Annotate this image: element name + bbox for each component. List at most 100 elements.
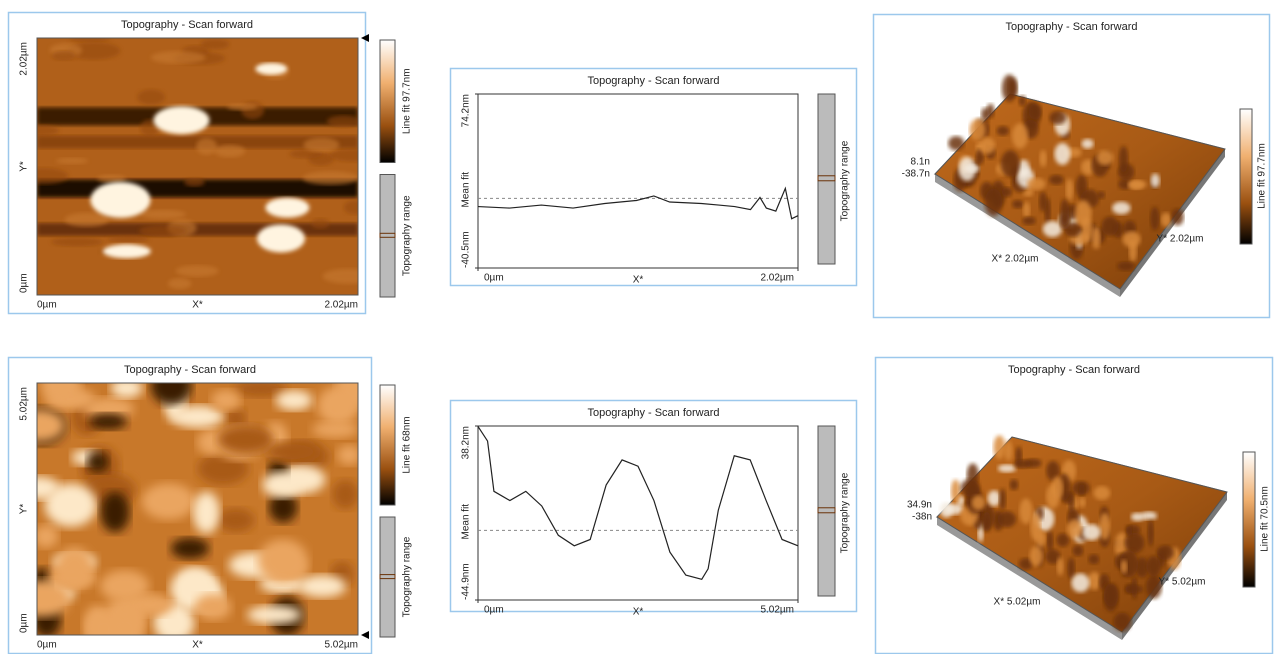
grain	[234, 383, 287, 398]
grain	[47, 567, 96, 588]
panel-title: Topography - Scan forward	[1005, 21, 1137, 33]
grain	[87, 611, 121, 635]
range-bar	[817, 425, 836, 597]
range-label: Topography range	[402, 195, 413, 276]
grain	[247, 605, 302, 625]
relief	[1171, 208, 1184, 226]
range-bar	[379, 516, 396, 638]
relief	[1017, 159, 1030, 179]
relief	[1000, 150, 1020, 178]
relief	[1060, 198, 1070, 226]
range-marker	[379, 574, 396, 580]
texture	[140, 209, 187, 219]
relief	[999, 488, 1007, 511]
relief	[1019, 498, 1033, 525]
relief	[1056, 557, 1064, 576]
texture	[175, 265, 219, 277]
x-tick-label: 2.02µm	[760, 273, 794, 284]
texture	[37, 124, 59, 137]
grain	[194, 594, 232, 621]
grain	[100, 570, 150, 602]
relief	[997, 511, 1017, 528]
x-tick-label: 0µm	[484, 605, 504, 616]
relief	[1072, 545, 1084, 557]
plot-area	[477, 425, 799, 601]
grain	[110, 383, 143, 398]
texture	[214, 144, 246, 158]
relief	[1051, 476, 1064, 501]
relief	[969, 118, 986, 141]
x-mid-label: X*	[192, 300, 203, 311]
colorbar-label: Line fit 97.7nm	[402, 68, 413, 134]
range-marker	[379, 232, 396, 238]
colorbar-label: Line fit 97.7nm	[1257, 143, 1268, 209]
relief	[1014, 459, 1032, 469]
line-marker	[361, 631, 369, 639]
y-tick-label: -44.9nm	[461, 563, 472, 600]
colorbar-label: Line fit 70.5nm	[1260, 486, 1271, 552]
texture	[329, 148, 358, 162]
y-mid-label: Y*	[19, 504, 30, 515]
relief	[1001, 74, 1017, 103]
y-min-label: 0µm	[19, 613, 30, 633]
texture	[343, 200, 358, 215]
relief	[993, 435, 1006, 460]
relief	[1103, 583, 1119, 607]
relief	[1078, 497, 1086, 508]
relief	[1118, 145, 1129, 173]
grain	[89, 413, 128, 430]
relief	[1065, 178, 1074, 202]
grain	[44, 483, 97, 527]
relief	[1101, 216, 1119, 236]
relief	[1097, 191, 1105, 200]
relief	[1022, 216, 1036, 226]
relief	[951, 479, 961, 504]
range-marker	[817, 175, 836, 182]
colorbar	[379, 384, 396, 506]
relief	[1099, 512, 1111, 540]
plot-area	[477, 93, 799, 269]
relief	[1035, 529, 1046, 548]
profile-line	[477, 426, 799, 580]
texture	[64, 212, 109, 227]
x-axis-label: X*	[633, 275, 644, 286]
texture	[289, 149, 323, 159]
relief	[1093, 486, 1111, 501]
grain	[265, 197, 310, 218]
relief	[997, 464, 1016, 473]
line-marker	[361, 34, 369, 42]
relief	[1049, 174, 1064, 185]
relief	[1022, 187, 1034, 197]
grain	[262, 471, 302, 498]
texture	[55, 157, 89, 164]
y-axis-label: Y* 2.02µm	[1157, 234, 1204, 245]
relief	[982, 511, 991, 533]
range-label: Topography range	[840, 140, 851, 221]
grain	[86, 451, 110, 473]
relief	[1023, 201, 1031, 218]
range-bar	[817, 93, 836, 265]
grain	[335, 383, 358, 408]
relief	[1009, 479, 1019, 491]
relief	[975, 148, 985, 165]
relief	[1039, 149, 1047, 167]
y-max-label: 5.02µm	[19, 387, 30, 421]
relief	[1078, 483, 1085, 496]
relief	[1066, 519, 1082, 539]
grain	[332, 479, 358, 510]
base-side	[1120, 149, 1225, 297]
panel-title: Topography - Scan forward	[587, 75, 719, 87]
relief	[1028, 103, 1042, 120]
grain	[102, 244, 151, 259]
image-border	[36, 37, 359, 296]
y-tick-label: -40.5nm	[461, 231, 472, 268]
grain	[337, 444, 358, 466]
relief	[1012, 123, 1029, 149]
profile-line	[477, 186, 799, 220]
relief	[1075, 200, 1092, 227]
relief	[1113, 612, 1132, 632]
relief	[1045, 549, 1061, 565]
mean-label: Mean fit	[461, 504, 472, 540]
panel-title: Topography - Scan forward	[587, 407, 719, 419]
